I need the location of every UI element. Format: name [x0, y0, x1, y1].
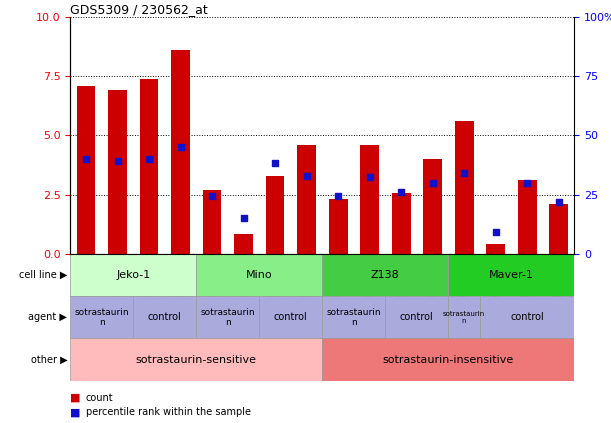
Text: sotrastaurin
n: sotrastaurin n [75, 308, 129, 327]
Bar [139, 79, 158, 254]
Text: Z138: Z138 [371, 270, 400, 280]
Point [396, 189, 406, 195]
Text: control: control [274, 312, 308, 322]
Bar [386, 296, 448, 338]
Bar [171, 50, 190, 254]
Point [428, 179, 437, 186]
Bar [486, 244, 505, 254]
Text: other ▶: other ▶ [31, 354, 67, 365]
Bar [549, 204, 568, 254]
Bar [360, 145, 379, 254]
Text: ■: ■ [70, 407, 81, 418]
Point [554, 198, 563, 205]
Text: control: control [510, 312, 544, 322]
Text: count: count [86, 393, 113, 403]
Bar [203, 190, 221, 254]
Text: sotrastaurin
n: sotrastaurin n [200, 308, 255, 327]
Text: GDS5309 / 230562_at: GDS5309 / 230562_at [70, 3, 208, 16]
Bar [323, 296, 386, 338]
Bar [423, 159, 442, 254]
Text: sotrastaurin
n: sotrastaurin n [326, 308, 381, 327]
Point [207, 192, 217, 199]
Bar [329, 199, 348, 254]
Point [175, 144, 185, 151]
Text: Jeko-1: Jeko-1 [116, 270, 150, 280]
Text: percentile rank within the sample: percentile rank within the sample [86, 407, 251, 418]
Point [365, 173, 375, 180]
Point [333, 192, 343, 199]
Bar [518, 180, 536, 254]
Point [491, 229, 500, 236]
Text: Mino: Mino [246, 270, 273, 280]
Point [522, 179, 532, 186]
Bar [133, 296, 196, 338]
Text: agent ▶: agent ▶ [28, 312, 67, 322]
Text: sotrastaurin
n: sotrastaurin n [443, 311, 485, 324]
Bar [392, 193, 411, 254]
Bar [259, 296, 323, 338]
Bar [70, 338, 323, 381]
Text: sotrastaurin-insensitive: sotrastaurin-insensitive [382, 354, 514, 365]
Text: control: control [400, 312, 434, 322]
Text: ■: ■ [70, 393, 81, 403]
Bar [448, 296, 480, 338]
Bar [266, 176, 285, 254]
Bar [70, 296, 133, 338]
Bar [480, 296, 574, 338]
Bar [323, 338, 574, 381]
Bar [76, 85, 95, 254]
Bar [196, 296, 259, 338]
Bar [70, 254, 196, 296]
Text: cell line ▶: cell line ▶ [19, 270, 67, 280]
Point [270, 159, 280, 166]
Text: sotrastaurin-sensitive: sotrastaurin-sensitive [136, 354, 257, 365]
Point [144, 156, 154, 162]
Point [112, 158, 122, 165]
Bar [455, 121, 474, 254]
Text: Maver-1: Maver-1 [489, 270, 534, 280]
Point [239, 215, 249, 222]
Bar [234, 233, 253, 254]
Text: control: control [148, 312, 181, 322]
Point [459, 170, 469, 177]
Bar [448, 254, 574, 296]
Point [302, 172, 312, 179]
Bar [108, 91, 127, 254]
Bar [196, 254, 323, 296]
Point [81, 156, 91, 162]
Bar [323, 254, 448, 296]
Bar [297, 145, 316, 254]
